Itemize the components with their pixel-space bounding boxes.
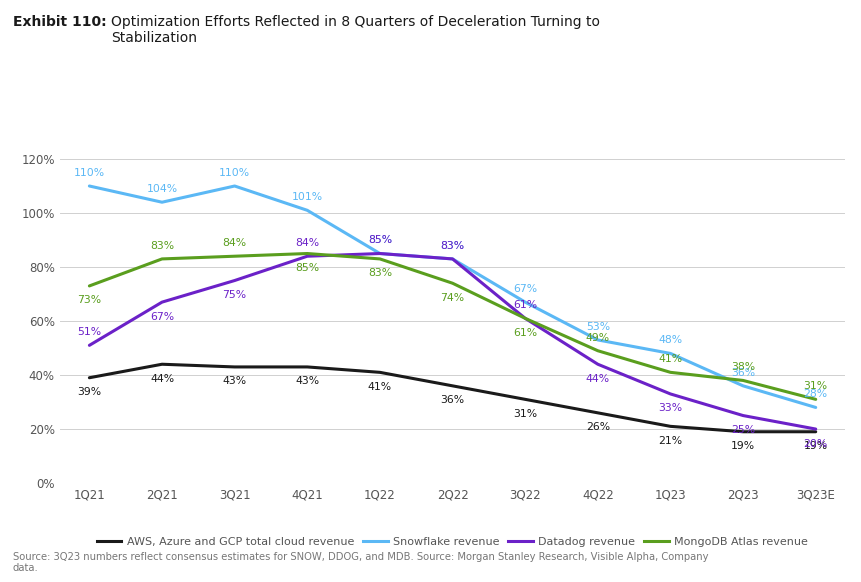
Text: 101%: 101%: [291, 192, 323, 202]
Legend: AWS, Azure and GCP total cloud revenue, Snowflake revenue, Datadog revenue, Mong: AWS, Azure and GCP total cloud revenue, …: [92, 533, 812, 551]
Text: 84%: 84%: [294, 238, 319, 248]
Text: 41%: 41%: [658, 354, 682, 364]
Text: 53%: 53%: [585, 322, 610, 332]
Text: 38%: 38%: [730, 363, 754, 372]
Text: 85%: 85%: [294, 263, 319, 273]
Text: 26%: 26%: [585, 423, 610, 432]
Text: 74%: 74%: [440, 293, 464, 303]
Text: 44%: 44%: [585, 374, 610, 384]
Text: Exhibit 110:: Exhibit 110:: [13, 15, 107, 29]
Text: 43%: 43%: [294, 377, 319, 386]
Text: 19%: 19%: [730, 441, 754, 451]
Text: 31%: 31%: [512, 409, 536, 419]
Text: 85%: 85%: [368, 235, 392, 246]
Text: 39%: 39%: [77, 387, 102, 397]
Text: 41%: 41%: [368, 382, 392, 392]
Text: 110%: 110%: [74, 168, 105, 178]
Text: 33%: 33%: [658, 403, 682, 413]
Text: 21%: 21%: [658, 436, 682, 446]
Text: 83%: 83%: [150, 241, 174, 251]
Text: 75%: 75%: [222, 290, 246, 300]
Text: 44%: 44%: [150, 374, 174, 384]
Text: 73%: 73%: [77, 296, 102, 306]
Text: Source: 3Q23 numbers reflect consensus estimates for SNOW, DDOG, and MDB. Source: Source: 3Q23 numbers reflect consensus e…: [13, 552, 708, 573]
Text: 36%: 36%: [440, 395, 464, 405]
Text: 51%: 51%: [77, 327, 102, 337]
Text: 31%: 31%: [802, 381, 827, 391]
Text: 28%: 28%: [802, 389, 827, 399]
Text: 83%: 83%: [440, 241, 464, 251]
Text: 83%: 83%: [440, 241, 464, 251]
Text: 83%: 83%: [368, 268, 392, 278]
Text: 67%: 67%: [512, 284, 536, 294]
Text: 67%: 67%: [150, 311, 174, 322]
Text: 43%: 43%: [222, 377, 246, 386]
Text: 104%: 104%: [146, 184, 177, 194]
Text: 20%: 20%: [802, 438, 827, 449]
Text: 61%: 61%: [512, 328, 536, 338]
Text: 36%: 36%: [730, 368, 754, 378]
Text: 61%: 61%: [512, 300, 536, 310]
Text: 25%: 25%: [730, 425, 754, 435]
Text: 19%: 19%: [802, 441, 827, 451]
Text: 85%: 85%: [368, 235, 392, 246]
Text: 84%: 84%: [222, 238, 246, 248]
Text: Optimization Efforts Reflected in 8 Quarters of Deceleration Turning to
Stabiliz: Optimization Efforts Reflected in 8 Quar…: [111, 15, 599, 45]
Text: 48%: 48%: [658, 335, 682, 345]
Text: 49%: 49%: [585, 333, 610, 343]
Text: 110%: 110%: [219, 168, 250, 178]
